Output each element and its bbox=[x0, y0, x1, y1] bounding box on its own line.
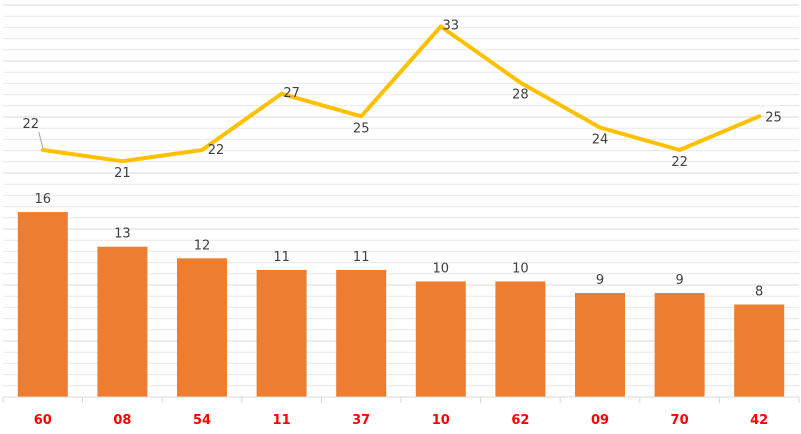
line-value-label-54: 22 bbox=[208, 143, 225, 158]
category-label-10: 10 bbox=[432, 413, 450, 428]
category-label-70: 70 bbox=[671, 413, 689, 428]
bar-value-label-54: 12 bbox=[194, 238, 211, 253]
category-label-09: 09 bbox=[591, 413, 609, 428]
x-axis-category-labels: 60 08 54 11 37 10 62 09 70 42 bbox=[34, 413, 768, 428]
bar-60 bbox=[17, 212, 68, 397]
bar-08 bbox=[97, 246, 148, 397]
line-value-label-70: 22 bbox=[671, 155, 688, 170]
line-value-label-42: 25 bbox=[765, 110, 782, 125]
bar-42 bbox=[734, 304, 785, 397]
bar-70 bbox=[654, 293, 705, 397]
bar-value-label-70: 9 bbox=[675, 273, 683, 288]
category-label-11: 11 bbox=[273, 413, 291, 428]
bar-value-label-11: 11 bbox=[273, 250, 290, 265]
bar-value-label-62: 10 bbox=[512, 261, 529, 276]
line-value-label-09: 24 bbox=[592, 133, 609, 148]
line-data-labels: 22 21 22 27 25 33 28 24 22 25 bbox=[23, 19, 782, 182]
line-series bbox=[40, 24, 762, 164]
line-value-label-10: 33 bbox=[443, 19, 460, 34]
x-axis bbox=[2, 396, 800, 403]
line-value-label-60: 22 bbox=[23, 117, 40, 132]
line-value-label-62: 28 bbox=[512, 88, 529, 103]
category-label-54: 54 bbox=[193, 413, 211, 428]
category-label-62: 62 bbox=[511, 413, 529, 428]
category-label-60: 60 bbox=[34, 413, 52, 428]
line-value-label-08: 21 bbox=[114, 166, 131, 181]
bar-value-label-37: 11 bbox=[353, 250, 370, 265]
category-label-42: 42 bbox=[750, 413, 768, 428]
bar-11 bbox=[256, 269, 307, 397]
line-path bbox=[40, 24, 762, 164]
line-value-label-37: 25 bbox=[353, 121, 370, 136]
bar-series bbox=[17, 212, 785, 397]
category-label-37: 37 bbox=[352, 413, 370, 428]
bar-value-label-09: 9 bbox=[596, 273, 604, 288]
bar-10 bbox=[415, 281, 466, 397]
bar-value-label-08: 13 bbox=[114, 227, 131, 242]
bar-54 bbox=[177, 258, 227, 397]
bar-62 bbox=[495, 281, 546, 397]
bar-09 bbox=[575, 293, 625, 397]
bar-value-label-42: 8 bbox=[755, 285, 763, 300]
bar-data-labels: 16 13 12 11 11 10 10 9 9 8 bbox=[35, 192, 764, 299]
bar-37 bbox=[336, 269, 387, 397]
bar-value-label-60: 16 bbox=[35, 192, 52, 207]
line-value-label-11: 27 bbox=[283, 86, 300, 101]
bar-value-label-10: 10 bbox=[433, 261, 450, 276]
line-label-leader bbox=[38, 131, 44, 149]
category-label-08: 08 bbox=[113, 413, 131, 428]
